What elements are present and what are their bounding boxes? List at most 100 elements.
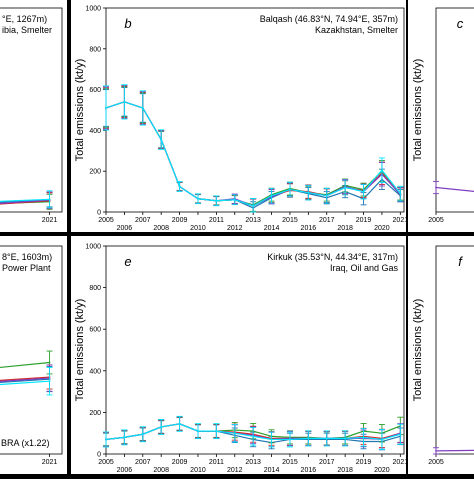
series-line — [0, 199, 50, 203]
series-line — [435, 449, 474, 452]
panel-letter: b — [124, 16, 131, 31]
x-tick-label: 2005 — [428, 217, 444, 224]
data-point — [197, 430, 199, 433]
series-4 — [0, 367, 53, 396]
data-point — [141, 107, 144, 109]
x-tick-label: 2015 — [282, 217, 298, 224]
panel-background — [0, 236, 67, 474]
x-tick-label: 2012 — [227, 225, 243, 232]
series-line — [0, 361, 50, 369]
series-line — [0, 200, 50, 205]
plot-frame — [435, 7, 474, 213]
data-point — [160, 138, 163, 141]
panel-c-content: 20052006Total emissions (kt/y)c — [408, 0, 474, 232]
x-tick-label: 2005 — [428, 459, 444, 466]
x-tick-label: 2008 — [153, 467, 169, 474]
data-point — [307, 437, 310, 440]
x-tick-label: 2015 — [282, 459, 298, 466]
data-point — [307, 191, 310, 194]
series-line — [0, 198, 50, 202]
x-tick-label: 2012 — [227, 467, 243, 474]
data-point — [252, 204, 255, 207]
x-tick-label: 2005 — [98, 459, 114, 466]
data-point — [141, 433, 144, 436]
x-tick-label: 2014 — [264, 467, 280, 474]
x-tick-label: 2021 — [42, 459, 58, 466]
data-point — [233, 198, 236, 201]
panel-annotation: ibia, Smelter — [2, 25, 52, 35]
y-tick-label: 0 — [97, 452, 101, 459]
y-tick-label: 600 — [89, 327, 101, 334]
panel-b: 0200400600800100020052006200720082009201… — [71, 0, 409, 232]
data-point — [381, 438, 383, 441]
y-tick-label: 1000 — [85, 244, 101, 251]
panel-annotation: 8°E, 1603m) — [2, 252, 52, 262]
x-tick-label: 2020 — [374, 467, 390, 474]
y-tick-label: 0 — [97, 210, 101, 217]
series-line — [0, 377, 50, 382]
data-point — [435, 186, 437, 189]
y-tick-label: 600 — [89, 87, 101, 94]
y-axis-label: Total emissions (kt/y) — [412, 59, 424, 162]
panel-e-content: 0200400600800100020052006200720082009201… — [71, 236, 409, 474]
data-point — [325, 437, 328, 440]
y-tick-label: 200 — [89, 169, 101, 176]
data-point — [215, 430, 218, 433]
data-point — [344, 186, 347, 189]
series-0 — [433, 447, 474, 455]
panel-background — [0, 0, 67, 232]
panel-d-content: 20182019202020218°E, 1603m)Power PlantBR… — [0, 236, 67, 474]
panel-letter: c — [457, 16, 464, 31]
data-point — [178, 185, 181, 188]
x-tick-label: 2010 — [190, 225, 206, 232]
x-tick-label: 2006 — [117, 225, 133, 232]
x-tick-label: 2009 — [172, 217, 188, 224]
data-point — [178, 422, 181, 425]
data-point — [381, 169, 383, 172]
data-point — [123, 436, 126, 439]
plot-frame — [0, 245, 63, 455]
panel-annotation: Power Plant — [2, 263, 51, 273]
data-point — [123, 100, 126, 103]
panel-annotation: Balqash (46.83°N, 74.94°E, 357m) — [260, 14, 398, 24]
x-tick-label: 2021 — [393, 459, 409, 466]
plot-frame — [105, 245, 405, 455]
data-point — [289, 438, 291, 441]
x-tick-label: 2007 — [135, 459, 151, 466]
data-point — [197, 197, 199, 200]
data-point — [160, 426, 163, 428]
panel-b-content: 0200400600800100020052006200720082009201… — [71, 0, 409, 232]
series-line — [0, 380, 50, 386]
data-point — [105, 107, 107, 109]
x-tick-label: 2021 — [393, 217, 409, 224]
x-tick-label: 2013 — [245, 217, 261, 224]
panel-letter: f — [458, 254, 463, 269]
data-point — [48, 361, 51, 364]
y-tick-label: 400 — [89, 368, 101, 375]
x-tick-label: 2017 — [319, 217, 335, 224]
panel-annotation: °E, 1267m) — [2, 14, 47, 24]
y-axis-label: Total emissions (kt/y) — [412, 299, 424, 402]
x-tick-label: 2009 — [172, 459, 188, 466]
series-line — [435, 186, 474, 192]
series-line — [0, 376, 50, 381]
x-tick-label: 2010 — [190, 467, 206, 474]
data-point — [105, 438, 107, 441]
panel-f-content: 20052006Total emissions (kt/y)f — [408, 236, 474, 474]
y-axis-label: Total emissions (kt/y) — [74, 299, 86, 402]
panel-background — [408, 236, 474, 474]
data-point — [48, 198, 51, 201]
x-tick-label: 2019 — [356, 217, 372, 224]
series-line — [0, 378, 50, 384]
panel-d: 20182019202020218°E, 1603m)Power PlantBR… — [0, 236, 67, 474]
data-point — [325, 194, 328, 197]
x-tick-label: 2017 — [319, 459, 335, 466]
data-point — [233, 432, 236, 435]
x-tick-label: 2019 — [356, 459, 372, 466]
panel-annotation: Kirkuk (35.53°N, 44.34°E, 317m) — [267, 252, 398, 262]
plot-frame — [0, 7, 63, 213]
x-tick-label: 2016 — [301, 225, 317, 232]
